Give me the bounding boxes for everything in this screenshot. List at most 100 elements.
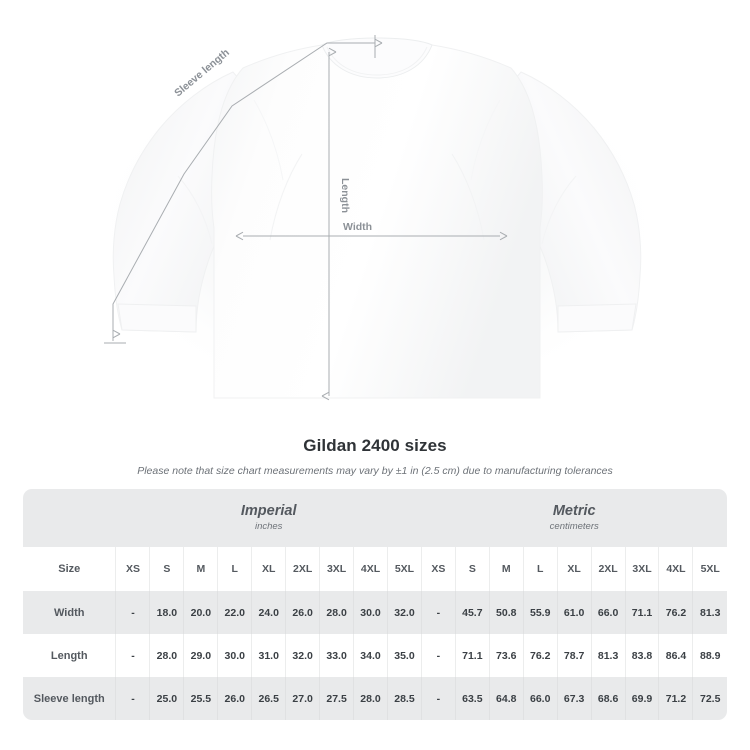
row-label-length: Length — [23, 634, 116, 677]
cell: - — [115, 634, 150, 677]
tolerance-note: Please note that size chart measurements… — [137, 465, 613, 477]
row-label-width: Width — [23, 591, 116, 634]
size-header-metric-5xl: 5XL — [692, 547, 727, 591]
cell: 76.2 — [522, 634, 558, 677]
cell: 71.2 — [658, 677, 693, 720]
cell: 34.0 — [353, 634, 388, 677]
cell: 81.3 — [692, 591, 727, 634]
cell: 28.5 — [386, 677, 422, 720]
size-column-label: Size — [23, 547, 116, 591]
cell: 55.9 — [522, 591, 558, 634]
cell: 31.0 — [251, 634, 286, 677]
cell: 20.0 — [183, 591, 218, 634]
cell: 61.0 — [556, 591, 592, 634]
left-cuff — [117, 303, 197, 333]
cell: 24.0 — [251, 591, 286, 634]
collar-ribbing — [321, 37, 433, 79]
size-header-imperial-m: M — [183, 547, 218, 591]
cell: 25.0 — [149, 677, 184, 720]
table-row: Length - 28.0 29.0 30.0 31.0 32.0 33.0 3… — [23, 634, 727, 677]
cell: 26.5 — [251, 677, 286, 720]
cell: 64.8 — [488, 677, 524, 720]
size-header-metric-3xl: 3XL — [624, 547, 659, 591]
cell: 28.0 — [319, 591, 354, 634]
unit-name-metric: Metric — [552, 502, 596, 519]
cell: 18.0 — [149, 591, 184, 634]
banner-spacer — [23, 489, 116, 547]
cell: - — [420, 591, 456, 634]
cell: 32.0 — [285, 634, 320, 677]
row-label-sleeve-length: Sleeve length — [23, 677, 116, 720]
size-header-imperial-4xl: 4XL — [353, 547, 388, 591]
cell: 71.1 — [454, 634, 490, 677]
size-header-metric-m: M — [488, 547, 524, 591]
cell: 30.0 — [353, 591, 388, 634]
cell: - — [420, 634, 456, 677]
garment-body-group — [112, 37, 642, 399]
size-header-metric-s: S — [454, 547, 490, 591]
page-title: Gildan 2400 sizes — [303, 436, 447, 455]
cell: 72.5 — [692, 677, 727, 720]
title-block: Gildan 2400 sizes Please note that size … — [0, 436, 750, 477]
cell: 28.0 — [149, 634, 184, 677]
cell: 81.3 — [590, 634, 626, 677]
cell: 66.0 — [590, 591, 626, 634]
cell: 83.8 — [624, 634, 659, 677]
table-row: Width - 18.0 20.0 22.0 24.0 26.0 28.0 30… — [23, 591, 727, 634]
size-header-imperial-l: L — [217, 547, 252, 591]
size-header-metric-xl: XL — [556, 547, 592, 591]
garment-illustration: Sleeve length Length Width — [88, 35, 668, 410]
size-header-imperial-xs: XS — [115, 547, 150, 591]
cell: 68.6 — [590, 677, 626, 720]
size-header-imperial-s: S — [149, 547, 184, 591]
size-header-imperial-3xl: 3XL — [319, 547, 354, 591]
shirt-body — [211, 44, 543, 399]
cell: - — [115, 591, 150, 634]
cell: 35.0 — [386, 634, 422, 677]
cell: 26.0 — [217, 677, 252, 720]
unit-sub-imperial: inches — [254, 520, 283, 532]
cell: 66.0 — [522, 677, 558, 720]
cell: 32.0 — [386, 591, 422, 634]
unit-sub-metric: centimeters — [549, 520, 599, 532]
table-row: Sleeve length - 25.0 25.5 26.0 26.5 27.0… — [23, 677, 727, 720]
garment-svg: Sleeve length Length Width — [88, 35, 668, 410]
size-header-imperial-5xl: 5XL — [386, 547, 422, 591]
cell: 45.7 — [454, 591, 490, 634]
cell: 50.8 — [488, 591, 524, 634]
cell: 86.4 — [658, 634, 693, 677]
cell: 22.0 — [217, 591, 252, 634]
sleeve-length-line — [112, 38, 383, 336]
fabric-fold-right — [470, 99, 501, 181]
unit-name-imperial: Imperial — [240, 502, 297, 519]
cell: 73.6 — [488, 634, 524, 677]
sleeve-fold-right — [541, 175, 577, 245]
cell: 63.5 — [454, 677, 490, 720]
size-header-metric-2xl: 2XL — [590, 547, 626, 591]
unit-header-imperial: Imperial inches — [115, 489, 422, 547]
measurement-annotations — [104, 35, 508, 401]
cell: 26.0 — [285, 591, 320, 634]
cell: 71.1 — [624, 591, 659, 634]
size-header-metric-l: L — [522, 547, 558, 591]
cell: 27.0 — [285, 677, 320, 720]
size-table: Imperial inches Metric centimeters Size … — [23, 489, 727, 720]
cell: 88.9 — [692, 634, 727, 677]
right-cuff — [557, 303, 637, 333]
cell: 28.0 — [353, 677, 388, 720]
cell: 27.5 — [319, 677, 354, 720]
length-label: Length — [339, 178, 351, 213]
fabric-fold-left — [253, 99, 284, 181]
cell: 33.0 — [319, 634, 354, 677]
left-armhole-seam — [269, 153, 303, 241]
unit-header-metric: Metric centimeters — [421, 489, 727, 547]
size-table-container: Imperial inches Metric centimeters Size … — [23, 489, 727, 720]
size-header-imperial-xl: XL — [251, 547, 286, 591]
unit-banner-row: Imperial inches Metric centimeters — [23, 489, 727, 547]
size-header-metric-xs: XS — [420, 547, 456, 591]
cell: 30.0 — [217, 634, 252, 677]
cell: 29.0 — [183, 634, 218, 677]
cell: 25.5 — [183, 677, 218, 720]
width-label: Width — [343, 221, 372, 233]
